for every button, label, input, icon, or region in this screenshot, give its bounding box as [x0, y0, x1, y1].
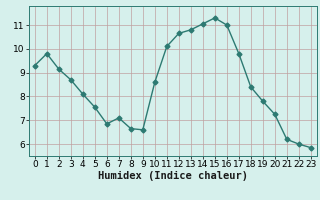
X-axis label: Humidex (Indice chaleur): Humidex (Indice chaleur) [98, 171, 248, 181]
